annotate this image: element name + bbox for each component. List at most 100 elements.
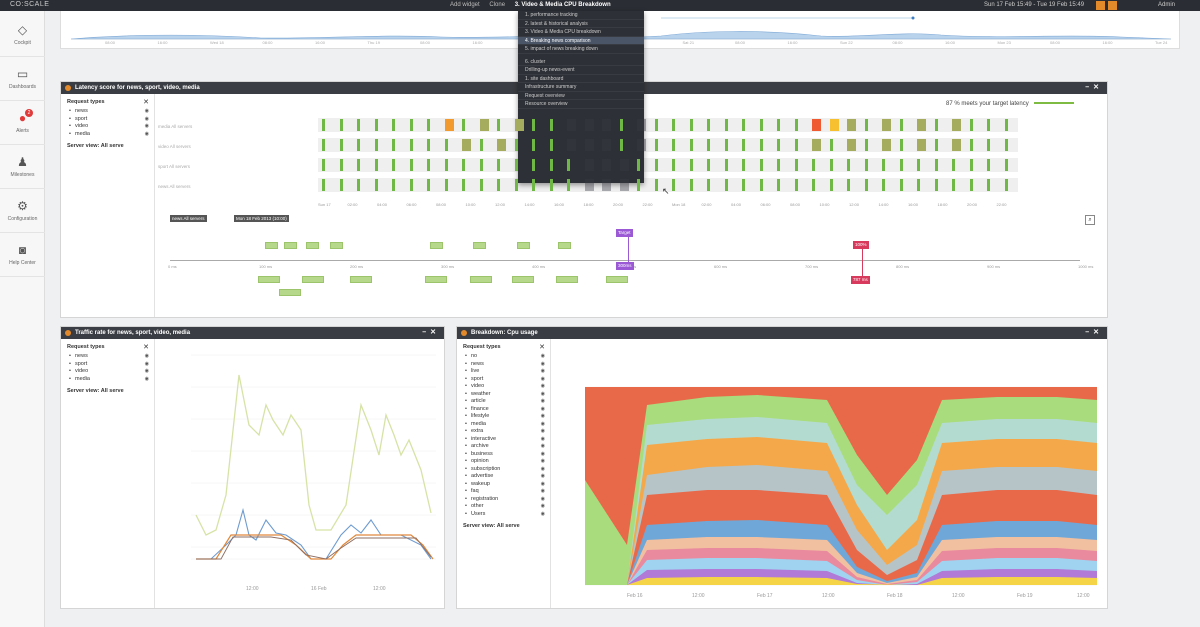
latency-cell[interactable] xyxy=(1004,159,1008,171)
legend-item[interactable]: finance◉ xyxy=(463,406,550,414)
latency-cell[interactable] xyxy=(899,159,903,171)
latency-cell[interactable] xyxy=(584,179,594,191)
latency-cell[interactable] xyxy=(1004,179,1008,191)
latency-cell[interactable] xyxy=(549,159,553,171)
latency-cell[interactable] xyxy=(409,159,413,171)
latency-cell[interactable] xyxy=(357,159,360,171)
latency-cell[interactable] xyxy=(322,159,325,171)
latency-cell[interactable] xyxy=(882,139,891,151)
latency-cell[interactable] xyxy=(777,119,780,131)
latency-cell[interactable] xyxy=(864,119,868,131)
latency-cell[interactable] xyxy=(812,119,821,131)
legend-item[interactable]: media◉ xyxy=(463,421,550,429)
latency-cell[interactable] xyxy=(724,139,728,151)
latency-cell[interactable] xyxy=(497,119,500,131)
latency-cell[interactable] xyxy=(759,179,763,191)
latency-cell[interactable] xyxy=(444,139,448,151)
latency-cell[interactable] xyxy=(479,179,483,191)
legend-item[interactable]: sport◉ xyxy=(463,376,550,384)
latency-cell[interactable] xyxy=(619,139,623,151)
latency-cell[interactable] xyxy=(374,159,378,171)
latency-cell[interactable] xyxy=(864,159,868,171)
distribution-bucket[interactable] xyxy=(306,242,319,249)
latency-cell[interactable] xyxy=(742,159,745,171)
latency-cell[interactable] xyxy=(724,159,728,171)
latency-cell[interactable] xyxy=(654,119,658,131)
latency-cell[interactable] xyxy=(672,179,675,191)
sidebar-item-help-center[interactable]: ◙ Help Center xyxy=(0,237,45,277)
latency-cell[interactable] xyxy=(654,139,658,151)
latency-cell[interactable] xyxy=(514,179,518,191)
latency-cell[interactable] xyxy=(339,159,343,171)
latency-cell[interactable] xyxy=(917,179,920,191)
latency-cell[interactable] xyxy=(847,139,856,151)
traffic-chart[interactable]: 12:00 16 Feb 12:00 xyxy=(161,345,441,607)
legend-item[interactable]: video◉ xyxy=(67,123,154,131)
distribution-bucket[interactable] xyxy=(430,242,443,249)
dropdown-item[interactable]: 4. Breaking news comparison xyxy=(518,36,644,45)
latency-cell[interactable] xyxy=(619,179,629,191)
latency-cell[interactable] xyxy=(637,139,646,151)
latency-cell[interactable] xyxy=(759,159,763,171)
latency-cell[interactable] xyxy=(812,159,815,171)
latency-cell[interactable] xyxy=(602,179,611,191)
time-range[interactable]: Sun 17 Feb 15:49 - Tue 19 Feb 15:49 xyxy=(984,2,1085,8)
legend-item[interactable]: article◉ xyxy=(463,398,550,406)
latency-cell[interactable] xyxy=(514,159,518,171)
latency-cell[interactable] xyxy=(742,119,745,131)
latency-cell[interactable] xyxy=(549,139,553,151)
latency-cell[interactable] xyxy=(357,119,360,131)
distribution-bucket[interactable] xyxy=(517,242,530,249)
latency-cell[interactable] xyxy=(969,119,973,131)
distribution-bucket[interactable] xyxy=(265,242,278,249)
dropdown-item[interactable]: Infrastructure summary xyxy=(518,83,644,92)
distribution-bucket[interactable] xyxy=(556,276,578,283)
dropdown-item[interactable]: Drilling-up news-event xyxy=(518,66,644,75)
latency-cell[interactable] xyxy=(987,139,990,151)
legend-item[interactable]: sport◉ xyxy=(67,116,154,124)
latency-cell[interactable] xyxy=(794,159,798,171)
latency-cell[interactable] xyxy=(707,139,710,151)
dropdown-item[interactable]: 1. site dashboard xyxy=(518,75,644,83)
dropdown-item[interactable]: Request overview xyxy=(518,92,644,100)
latency-cell[interactable] xyxy=(654,179,658,191)
latency-cell[interactable] xyxy=(444,179,448,191)
latency-cell[interactable] xyxy=(462,119,465,131)
latency-cell[interactable] xyxy=(479,159,483,171)
legend-item[interactable]: other◉ xyxy=(463,503,550,511)
latency-cell[interactable] xyxy=(374,179,378,191)
latency-cell[interactable] xyxy=(549,119,553,131)
close-icon[interactable]: ✕ xyxy=(143,344,149,351)
legend-item[interactable]: media◉ xyxy=(67,376,154,384)
latency-row-video[interactable] xyxy=(318,138,1018,152)
latency-cell[interactable] xyxy=(444,159,448,171)
latency-cell[interactable] xyxy=(952,119,961,131)
latency-cell[interactable] xyxy=(882,119,891,131)
latency-cell[interactable] xyxy=(672,139,675,151)
latency-cell[interactable] xyxy=(532,119,535,131)
latency-cell[interactable] xyxy=(532,139,535,151)
latency-cell[interactable] xyxy=(724,179,728,191)
dropdown-item[interactable]: 3. Video & Media CPU breakdown xyxy=(518,28,644,37)
latency-cell[interactable] xyxy=(392,159,395,171)
sidebar-item-milestones[interactable]: ♟ Milestones xyxy=(0,149,45,189)
dropdown-item[interactable]: 6. cluster xyxy=(518,58,644,66)
latency-cell[interactable] xyxy=(987,179,990,191)
panel-controls[interactable]: –✕ xyxy=(422,329,440,336)
latency-cell[interactable] xyxy=(514,119,524,131)
latency-cell[interactable] xyxy=(392,139,395,151)
latency-cell[interactable] xyxy=(952,139,961,151)
server-view-selector[interactable]: Server view: All serve xyxy=(463,523,520,529)
latency-cell[interactable] xyxy=(969,159,973,171)
clone-button[interactable]: Clone xyxy=(489,2,506,8)
latency-cell[interactable] xyxy=(777,139,780,151)
dropdown-item[interactable]: 1. performance tracking xyxy=(518,11,644,20)
latency-cell[interactable] xyxy=(882,179,885,191)
dropdown-item[interactable]: 2. latest & historical analysis xyxy=(518,20,644,28)
distribution-bucket[interactable] xyxy=(558,242,571,249)
latency-cell[interactable] xyxy=(794,139,798,151)
distribution-bucket[interactable] xyxy=(302,276,324,283)
latency-cell[interactable] xyxy=(497,159,500,171)
latency-cell[interactable] xyxy=(707,179,710,191)
latency-cell[interactable] xyxy=(357,179,360,191)
